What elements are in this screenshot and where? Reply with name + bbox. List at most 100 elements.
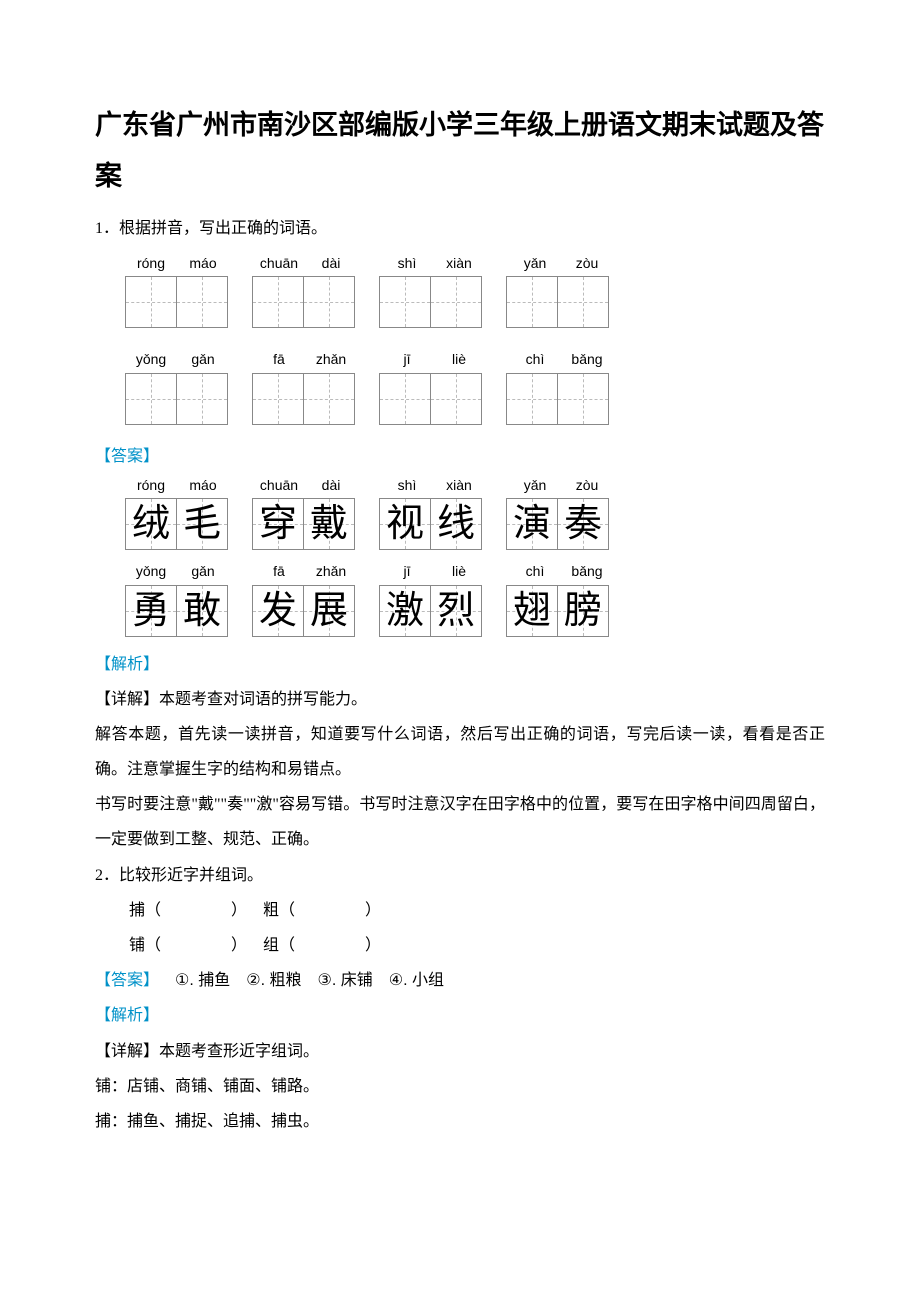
tianzige-group xyxy=(379,276,482,328)
detail-label: 【详解】 xyxy=(95,691,159,708)
tianzige-cell: 展 xyxy=(303,585,355,637)
tianzige-cell xyxy=(557,373,609,425)
circled-number: ③. xyxy=(318,972,341,989)
pinyin-cell: zòu xyxy=(561,474,613,496)
circled-number: ②. xyxy=(246,972,269,989)
pinyin-cell: jī xyxy=(381,560,433,582)
q2-char: 捕（ xyxy=(129,902,161,919)
analysis-para-2: 解答本题，首先读一读拼音，知道要写什么词语，然后写出正确的词语，写完后读一读，看… xyxy=(95,717,825,787)
tianzige-group: 穿 戴 xyxy=(252,498,355,550)
tianzige-group xyxy=(252,373,355,425)
tianzige-group xyxy=(506,373,609,425)
answer-value: 粗粮 xyxy=(270,972,302,989)
answer-char: 绒 xyxy=(132,505,170,543)
pinyin-cell: bǎng xyxy=(561,348,613,370)
tianzige-cell xyxy=(430,276,482,328)
tianzige-cell xyxy=(125,373,177,425)
tianzige-group: 演 奏 xyxy=(506,498,609,550)
pinyin-cell: yǒng xyxy=(125,560,177,582)
tianzige-cell xyxy=(430,373,482,425)
q2-char: 铺（ xyxy=(129,937,161,954)
pinyin-cell: zhǎn xyxy=(305,348,357,370)
answer-char: 发 xyxy=(259,592,297,630)
tianzige-cell xyxy=(557,276,609,328)
pinyin-cell: bǎng xyxy=(561,560,613,582)
answer-char: 敢 xyxy=(183,592,221,630)
q1-row1-pinyin: róng máo chuān dài shì xiàn yǎn zòu xyxy=(125,252,825,274)
pinyin-group: chuān dài xyxy=(253,252,357,274)
pinyin-group: shì xiàn xyxy=(381,474,485,496)
pinyin-cell: chì xyxy=(509,348,561,370)
answer-2: 【答案】 ①. 捕鱼 ②. 粗粮 ③. 床铺 ④. 小组 xyxy=(95,963,825,998)
tianzige-cell: 视 xyxy=(379,498,431,550)
tianzige-group xyxy=(125,276,228,328)
answer-value: 小组 xyxy=(412,972,444,989)
pinyin-cell: zhǎn xyxy=(305,560,357,582)
spacer xyxy=(95,550,825,560)
pinyin-cell: yǒng xyxy=(125,348,177,370)
pinyin-cell: yǎn xyxy=(509,252,561,274)
analysis2-para-3: 捕：捕鱼、捕捉、追捕、捕虫。 xyxy=(95,1104,825,1139)
tianzige-cell xyxy=(176,276,228,328)
ans1-row1-cells: 绒 毛 穿 戴 视 线 演 奏 xyxy=(125,498,825,550)
answer-char: 穿 xyxy=(259,505,297,543)
tianzige-cell xyxy=(252,276,304,328)
pinyin-cell: dài xyxy=(305,474,357,496)
tianzige-group: 视 线 xyxy=(379,498,482,550)
pinyin-cell: róng xyxy=(125,252,177,274)
pinyin-cell: shì xyxy=(381,252,433,274)
tianzige-cell: 演 xyxy=(506,498,558,550)
spacer xyxy=(95,328,825,342)
tianzige-group xyxy=(125,373,228,425)
tianzige-cell: 勇 xyxy=(125,585,177,637)
tianzige-cell xyxy=(379,373,431,425)
pinyin-group: róng máo xyxy=(125,474,229,496)
pinyin-cell: liè xyxy=(433,560,485,582)
close-paren: ） xyxy=(231,937,247,954)
analysis-text: 本题考查形近字组词。 xyxy=(159,1043,319,1060)
answer-char: 视 xyxy=(386,505,424,543)
pinyin-cell: yǎn xyxy=(509,474,561,496)
answer-char: 演 xyxy=(513,505,551,543)
circled-number: ①. xyxy=(175,972,198,989)
pinyin-cell: chuān xyxy=(253,252,305,274)
question-2: 2．比较形近字并组词。 xyxy=(95,858,825,893)
pinyin-cell: xiàn xyxy=(433,474,485,496)
tianzige-cell xyxy=(303,276,355,328)
ans1-row2-pinyin: yǒng gǎn fā zhǎn jī liè chì bǎng xyxy=(125,560,825,582)
tianzige-cell xyxy=(125,276,177,328)
tianzige-cell: 烈 xyxy=(430,585,482,637)
close-paren: ） xyxy=(365,902,381,919)
pinyin-cell: gǎn xyxy=(177,348,229,370)
answer-char: 奏 xyxy=(564,505,602,543)
answer-char: 展 xyxy=(310,592,348,630)
analysis-label-2: 【解析】 xyxy=(95,998,825,1033)
answer-char: 勇 xyxy=(132,592,170,630)
pinyin-group: yǎn zòu xyxy=(509,474,613,496)
pinyin-group: róng máo xyxy=(125,252,229,274)
tianzige-cell xyxy=(379,276,431,328)
answer-label: 【答案】 xyxy=(95,439,825,474)
answer-char: 毛 xyxy=(183,505,221,543)
tianzige-group xyxy=(506,276,609,328)
answer-char: 激 xyxy=(386,592,424,630)
tianzige-cell xyxy=(176,373,228,425)
tianzige-cell: 穿 xyxy=(252,498,304,550)
analysis-label: 【解析】 xyxy=(95,647,825,682)
tianzige-cell xyxy=(252,373,304,425)
analysis-para-1: 【详解】本题考查对词语的拼写能力。 xyxy=(95,682,825,717)
tianzige-cell: 翅 xyxy=(506,585,558,637)
q2-char: 组（ xyxy=(263,937,295,954)
pinyin-cell: máo xyxy=(177,252,229,274)
page-container: 广东省广州市南沙区部编版小学三年级上册语文期末试题及答案 1．根据拼音，写出正确… xyxy=(0,0,920,1199)
q1-row1-cells xyxy=(125,276,825,328)
pinyin-group: yǎn zòu xyxy=(509,252,613,274)
tianzige-cell: 线 xyxy=(430,498,482,550)
answer-char: 膀 xyxy=(564,592,602,630)
analysis2-para-1: 【详解】本题考查形近字组词。 xyxy=(95,1034,825,1069)
q2-number: 2． xyxy=(95,867,119,884)
tianzige-group xyxy=(252,276,355,328)
pinyin-group: chì bǎng xyxy=(509,348,613,370)
pinyin-cell: chì xyxy=(509,560,561,582)
answer-char: 戴 xyxy=(310,505,348,543)
